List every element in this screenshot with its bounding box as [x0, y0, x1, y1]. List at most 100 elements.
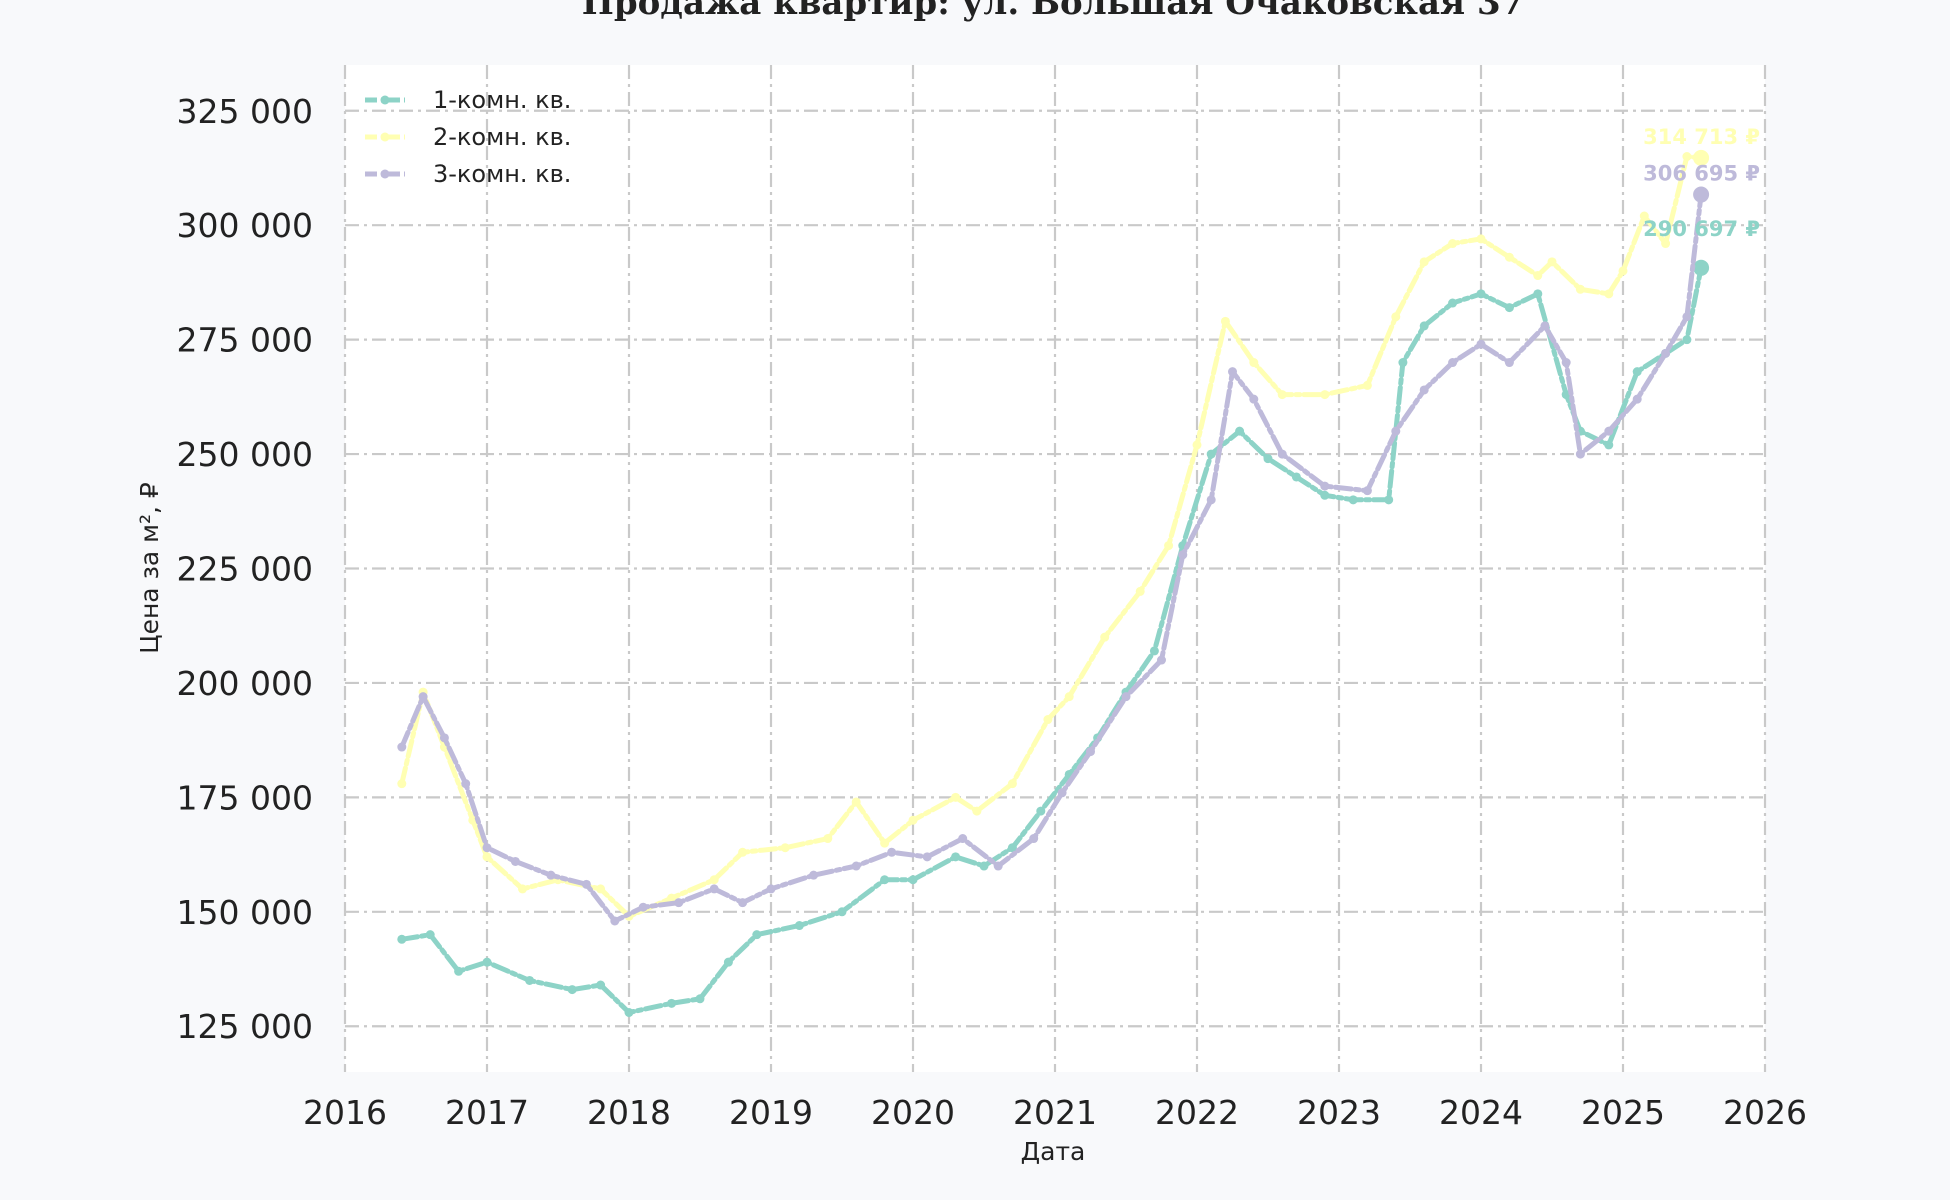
data-point: [667, 893, 677, 903]
data-point: [1419, 321, 1429, 331]
series-end-label: 290 697 ₽: [1643, 217, 1760, 241]
y-tick-label: 175 000: [177, 778, 313, 817]
data-point: [1121, 692, 1131, 702]
x-tick-label: 2019: [729, 1093, 813, 1132]
data-point: [1632, 394, 1642, 404]
legend-marker: [380, 132, 390, 142]
data-point: [397, 742, 407, 752]
data-point: [880, 838, 890, 848]
y-tick-label: 200 000: [177, 664, 313, 703]
data-point: [738, 847, 748, 857]
y-axis-label: Цена за м², ₽: [135, 482, 164, 654]
data-point: [1149, 646, 1159, 656]
data-point: [439, 733, 449, 743]
x-tick-label: 2022: [1155, 1093, 1239, 1132]
data-point: [709, 884, 719, 894]
data-point: [1476, 289, 1486, 299]
x-tick-label: 2020: [871, 1093, 955, 1132]
data-point: [674, 898, 684, 908]
series-3: [397, 186, 1710, 926]
data-point: [709, 875, 719, 885]
chart-title: Продажа квартир: ул. Большая Очаковская …: [582, 0, 1525, 23]
data-point: [1504, 358, 1514, 368]
data-point: [738, 898, 748, 908]
data-point: [1419, 257, 1429, 267]
data-point: [1348, 495, 1358, 505]
data-point: [1575, 284, 1585, 294]
data-point: [1320, 481, 1330, 491]
data-point: [1086, 747, 1095, 757]
data-point: [766, 884, 776, 894]
data-point: [1476, 234, 1486, 244]
legend-label: 2-комн. кв.: [433, 123, 571, 151]
data-point: [908, 815, 918, 825]
y-tick-label: 150 000: [177, 893, 313, 932]
data-point: [1320, 490, 1330, 500]
legend-marker: [380, 95, 390, 105]
data-point: [1682, 152, 1692, 162]
legend-item-3: 3-комн. кв.: [365, 160, 571, 188]
data-point: [1249, 394, 1259, 404]
data-point: [908, 875, 918, 885]
data-point: [1448, 358, 1458, 368]
legend-marker: [380, 169, 390, 179]
data-point: [546, 870, 556, 880]
x-tick-label: 2016: [303, 1093, 387, 1132]
data-point: [1277, 390, 1287, 400]
data-point: [1682, 335, 1692, 345]
data-point: [567, 985, 577, 995]
data-point: [951, 792, 961, 802]
data-point: [958, 834, 968, 844]
data-point: [1661, 348, 1671, 358]
data-point: [581, 879, 591, 889]
data-point: [667, 998, 677, 1008]
data-point: [596, 884, 606, 894]
data-point: [794, 921, 804, 931]
data-point: [972, 806, 982, 816]
data-point: [1007, 843, 1017, 853]
data-point: [1362, 486, 1372, 496]
data-point: [1448, 298, 1458, 308]
x-tick-label: 2023: [1297, 1093, 1381, 1132]
data-point: [880, 875, 890, 885]
legend-item-2: 2-комн. кв.: [365, 123, 571, 151]
series-end-marker: [1693, 149, 1710, 166]
data-point: [1249, 358, 1259, 368]
series-end-marker: [1693, 259, 1710, 276]
data-point: [1661, 239, 1671, 249]
data-point: [1604, 289, 1614, 299]
data-point: [1618, 266, 1628, 276]
data-point: [525, 975, 535, 985]
data-point: [1263, 454, 1273, 464]
data-point: [1220, 316, 1230, 326]
y-tick-label: 300 000: [177, 206, 313, 245]
data-point: [1547, 257, 1557, 267]
data-point: [723, 957, 733, 967]
x-tick-label: 2018: [587, 1093, 671, 1132]
data-point: [482, 843, 492, 853]
data-point: [1164, 541, 1174, 551]
data-point: [1682, 312, 1692, 322]
data-point: [482, 957, 492, 967]
data-point: [1157, 655, 1166, 665]
data-point: [418, 692, 428, 702]
legend-item-1: 1-комн. кв.: [365, 86, 571, 114]
data-point: [1235, 426, 1245, 436]
data-point: [1228, 367, 1237, 377]
data-point: [1504, 252, 1514, 262]
data-point: [1384, 495, 1394, 505]
series-end-label: 306 695 ₽: [1643, 162, 1760, 186]
data-point: [1192, 440, 1202, 450]
data-point: [1036, 806, 1046, 816]
x-tick-label: 2017: [445, 1093, 529, 1132]
data-point: [1604, 426, 1614, 436]
data-point: [610, 916, 620, 926]
data-point: [922, 852, 932, 862]
data-point: [397, 934, 407, 944]
data-point: [624, 1007, 634, 1017]
data-point: [461, 779, 471, 789]
y-tick-label: 125 000: [177, 1007, 313, 1046]
data-point: [596, 980, 606, 990]
x-tick-label: 2024: [1439, 1093, 1523, 1132]
data-point: [823, 834, 833, 844]
